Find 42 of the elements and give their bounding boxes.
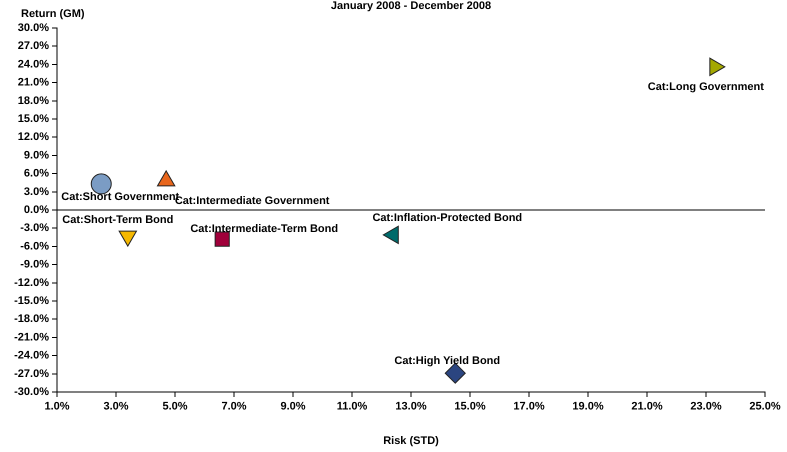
y-tick-label: -18.0% (14, 313, 50, 326)
x-tick-label: 9.0% (280, 400, 306, 413)
y-tick-label: -9.0% (20, 258, 50, 271)
x-tick-label: 3.0% (103, 400, 129, 413)
series-label: Cat:Long Government (648, 80, 764, 93)
series-label: Cat:High Yield Bond (394, 355, 500, 368)
y-tick-label: 6.0% (24, 168, 50, 180)
x-tick-label: 25.0% (749, 400, 781, 413)
x-tick-label: 21.0% (631, 400, 663, 413)
y-tick-label: -15.0% (14, 295, 50, 308)
chart-title: January 2008 - December 2008 (330, 0, 492, 12)
text: Cat:Intermediate-Term Bond (190, 223, 338, 236)
y-tick-label: 30.0% (18, 22, 50, 34)
x-tick-label: 11.0% (336, 400, 368, 413)
y-tick-label: -27.0% (14, 368, 50, 380)
y-tick-label: -21.0% (14, 331, 50, 344)
y-tick-label: -3.0% (20, 222, 50, 234)
y-tick-label: -24.0% (14, 350, 50, 362)
y-tick-label: 24.0% (18, 58, 50, 70)
y-tick-label: 18.0% (18, 94, 50, 107)
x-tick-label: 19.0% (572, 400, 604, 413)
y-axis-title: Return (GM) (21, 8, 85, 20)
y-tick-label: -6.0% (20, 240, 50, 252)
y-tick-label: 3.0% (24, 186, 50, 198)
y-tick-label: 12.0% (18, 131, 50, 144)
y-tick-label: 0.0% (24, 204, 50, 216)
y-tick-label: 21.0% (18, 76, 50, 89)
y-tick-label: -12.0% (14, 276, 50, 289)
y-tick-label: 9.0% (24, 149, 50, 162)
x-tick-label: 7.0% (221, 400, 247, 413)
x-tick-label: 5.0% (162, 400, 188, 413)
x-tick-label: 15.0% (454, 400, 486, 413)
y-tick-label: 15.0% (18, 113, 50, 126)
x-tick-label: 1.0% (44, 400, 70, 413)
y-tick-label: -30.0% (14, 386, 50, 398)
series-label: Cat:Inflation-Protected Bond (372, 212, 522, 224)
x-tick-label: 17.0% (513, 400, 545, 413)
series-label: Cat:Short-Term Bond (62, 214, 174, 226)
x-tick-label: 23.0% (690, 400, 722, 413)
x-axis-title: Risk (STD) (383, 435, 440, 448)
y-tick-label: 27.0% (18, 40, 50, 52)
x-tick-label: 13.0% (395, 400, 427, 413)
